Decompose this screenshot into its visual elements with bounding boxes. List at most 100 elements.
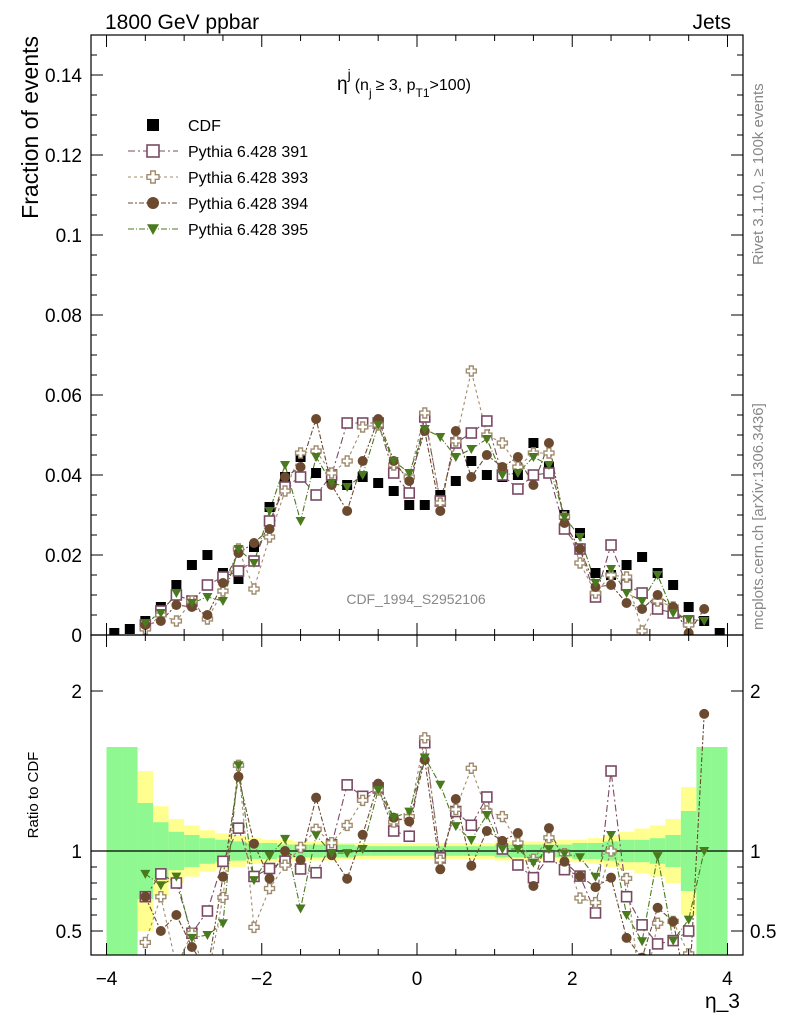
pythia-6-428-394-ratio-point [481,826,492,836]
y-tick-label-bottom-left: 0.5 [56,922,82,943]
pythia-6-428-394-point [543,438,554,448]
pythia-6-428-395-point [497,471,508,480]
pythia-6-428-393-point [248,583,260,595]
pythia-6-428-395-ratio-point [481,811,492,820]
pythia-6-428-394-point [249,538,259,548]
y-tick-label-top: 0.12 [45,146,82,167]
pythia-6-428-393-ratio-point [620,872,633,885]
pythia-6-428-393-ratio-point [419,732,431,744]
pythia-6-428-395-point [683,615,694,624]
pythia-6-428-395-point [357,471,368,480]
pythia-6-428-394-ratio-point [233,771,244,782]
cdf-point [233,574,244,584]
pythia-6-428-391-ratio-point [263,862,276,875]
pythia-6-428-393-ratio-point [465,762,478,774]
pythia-6-428-395-point [559,513,570,522]
cdf-point [109,628,120,635]
pythia-6-428-391-ratio-point [403,830,416,843]
pythia-6-428-395-point [450,453,461,462]
x-axis-label: η_3 [705,990,740,1013]
pythia-6-428-395-point [419,425,430,434]
pythia-6-428-395-ratio-point [528,858,539,868]
pythia-6-428-395-ratio-point [186,933,197,943]
pythia-6-428-391-ratio-point [481,791,493,803]
pythia-6-428-394-ratio-point [528,881,539,891]
y-tick-label-top: 0.08 [45,306,82,327]
cdf-point [404,500,415,510]
pythia-6-428-394-point [497,462,508,472]
pythia-6-428-393-ratio-point [496,810,509,823]
pythia-6-428-394-point [311,414,322,424]
cdf-point [171,580,182,590]
pythia-6-428-393-point [325,467,338,479]
pythia-6-428-393-ratio-point [171,961,181,971]
x-tick-label: −2 [251,969,273,990]
pythia-6-428-395-ratio-point [404,807,415,817]
pythia-6-428-394-point [155,616,166,626]
pythia-6-428-393-point [341,455,353,467]
pythia-6-428-393-ratio-point [139,936,152,949]
pythia-6-428-391-point [341,417,353,429]
pythia-6-428-394-ratio-point [155,926,166,936]
y-tick-label-top: 0.14 [45,66,82,87]
pythia-6-428-395-point [637,597,648,606]
pythia-6-428-393-ratio-point [263,882,276,895]
chart-title: ηj(nj ≥ 3, pT1>100) [337,66,471,100]
pythia-6-428-393-point [620,571,633,583]
pythia-6-428-395-point [481,435,492,444]
ratio-plot-frame [90,634,744,956]
cdf-point [202,550,213,560]
legend-label-pythia-6-428-393: Pythia 6.428 393 [188,170,308,187]
cdf-point [714,628,725,635]
pythia-6-428-394-point [606,580,617,590]
cdf-point [466,456,477,466]
pythia-6-428-395-ratio-point [575,853,585,863]
pythia-6-428-395-ratio-point [249,876,259,886]
pythia-6-428-394-ratio-point [684,995,694,1005]
pythia-6-428-394-point [621,598,632,608]
pythia-6-428-394-point [435,506,446,516]
pythia-6-428-395-ratio-point [652,852,663,862]
y-tick-label-bottom-right: 2 [750,682,761,703]
pythia-6-428-395-ratio-point [233,761,244,771]
pythia-6-428-394-ratio-point [404,816,415,827]
pythia-6-428-394-ratio-point [249,838,259,849]
pythia-6-428-393-ratio-line [144,737,690,955]
pythia-6-428-395-point [140,619,151,628]
pythia-6-428-391-point [527,469,540,481]
title-end: >100) [430,77,471,94]
pythia-6-428-391-point [481,415,493,427]
y-tick-label-top: 0.04 [45,466,82,487]
pythia-6-428-393-ratio-point [217,891,229,904]
pythia-6-428-391-point [465,427,478,439]
legend-label-pythia-6-428-394: Pythia 6.428 394 [188,196,308,213]
pythia-6-428-391-point [310,489,322,501]
pythia-6-428-394-ratio-point [264,873,275,884]
pythia-6-428-393-ratio-point [279,859,291,871]
pythia-6-428-394-point [466,472,477,482]
pythia-6-428-391-point [403,487,416,499]
pythia-6-428-391-ratio-point [341,779,353,791]
axis-ticks [91,34,743,955]
cdf-point [637,552,648,562]
pythia-6-428-395-point [466,445,477,454]
pythia-6-428-394-ratio-point [186,942,197,952]
pythia-6-428-391-ratio-point [636,919,648,931]
x-tick-label: 0 [412,969,423,990]
pythia-6-428-395-ratio-point [342,849,353,859]
pythia-6-428-395-point [435,433,446,442]
pythia-6-428-393-ratio-point [651,917,664,929]
pythia-6-428-394-ratio-point [202,966,212,976]
cdf-point [450,476,461,486]
pythia-6-428-393-ratio-point [356,794,369,807]
pythia-6-428-395-point [311,453,322,462]
pythia-6-428-391-ratio-point [512,859,524,871]
cdf-point [186,560,197,570]
pythia-6-428-395-ratio-point [140,869,151,879]
pythia-6-428-393-ratio-point [543,831,555,844]
pythia-6-428-391-point [201,579,214,591]
pythia-6-428-394-ratio-point [606,872,617,883]
pythia-6-428-394-point [295,462,306,472]
pythia-6-428-394-ratio-point [342,873,353,884]
pythia-6-428-395-point [528,453,539,462]
